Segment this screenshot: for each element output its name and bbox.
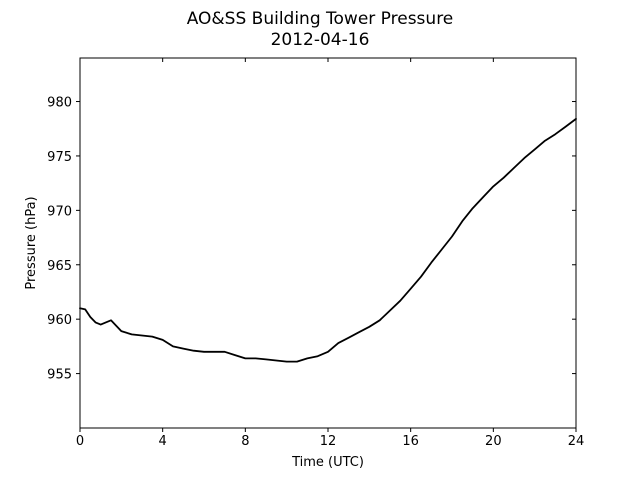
x-tick-label: 24 — [568, 434, 585, 449]
pressure-series-line — [79, 118, 577, 363]
y-tick-label: 955 — [47, 368, 72, 383]
y-tick-label: 960 — [47, 313, 72, 328]
y-tick-label: 975 — [47, 150, 72, 165]
y-tick-label: 980 — [47, 96, 72, 111]
axis-ticks: 0 4 8 12 16 20 24 955 960 965 970 975 980 — [47, 58, 584, 449]
x-tick-label: 4 — [159, 434, 167, 449]
series-layer — [79, 118, 577, 363]
x-tick-label: 8 — [241, 434, 249, 449]
y-tick-label: 965 — [47, 259, 72, 274]
x-tick-label: 12 — [320, 434, 337, 449]
chart-subtitle: 2012-04-16 — [271, 30, 370, 50]
x-tick-label: 0 — [76, 434, 84, 449]
x-tick-label: 16 — [402, 434, 419, 449]
y-axis-label: Pressure (hPa) — [24, 196, 39, 289]
x-axis-label: Time (UTC) — [291, 455, 364, 470]
plot-area-frame — [79, 57, 577, 429]
x-tick-label: 20 — [485, 434, 502, 449]
y-tick-label: 970 — [47, 204, 72, 219]
chart-title: AO&SS Building Tower Pressure — [187, 9, 454, 29]
